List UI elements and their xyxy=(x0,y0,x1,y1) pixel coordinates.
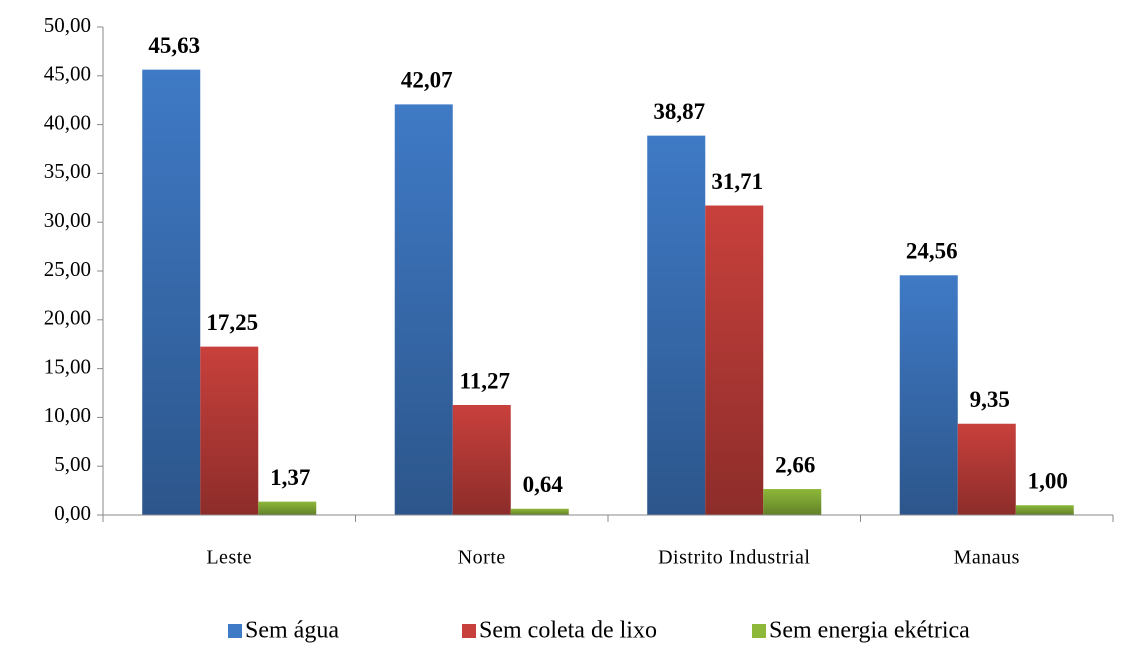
y-tick-label: 0,00 xyxy=(54,501,91,525)
legend-swatch xyxy=(752,624,766,638)
bar-shade xyxy=(258,501,317,515)
bar-shade xyxy=(1015,505,1074,515)
legend-label: Sem energia ekétrica xyxy=(769,618,970,644)
bar-shade xyxy=(899,275,958,515)
legend-swatch xyxy=(462,624,476,638)
x-tick-label: Distrito Industrial xyxy=(658,547,810,569)
value-label: 2,66 xyxy=(775,452,815,477)
y-tick-label: 25,00 xyxy=(44,257,91,281)
legend-label: Sem água xyxy=(245,618,339,644)
bar-shade xyxy=(510,508,569,515)
value-label: 24,56 xyxy=(906,239,958,264)
value-label: 0,64 xyxy=(523,472,564,497)
legend-swatch xyxy=(228,624,242,638)
x-tick-label: Leste xyxy=(206,547,252,569)
bar-shade xyxy=(452,405,511,515)
x-tick-label: Manaus xyxy=(954,547,1020,569)
y-tick-label: 5,00 xyxy=(54,452,91,476)
bar-shade xyxy=(763,489,822,515)
bar-shade xyxy=(647,135,706,516)
value-label: 9,35 xyxy=(970,387,1010,412)
bar-shade xyxy=(705,205,764,515)
value-label: 1,00 xyxy=(1028,469,1068,494)
bar-shade xyxy=(142,69,201,516)
value-label: 31,71 xyxy=(711,169,763,194)
y-tick-label: 30,00 xyxy=(44,208,91,232)
y-tick-label: 10,00 xyxy=(44,403,91,427)
value-label: 45,63 xyxy=(148,33,200,58)
value-label: 38,87 xyxy=(653,99,705,124)
bar-shade xyxy=(957,423,1016,515)
value-label: 1,37 xyxy=(270,465,310,490)
y-tick-label: 45,00 xyxy=(44,62,91,86)
legend-label: Sem coleta de lixo xyxy=(479,618,657,644)
value-label: 42,07 xyxy=(401,68,453,93)
value-label: 17,25 xyxy=(206,310,258,335)
bar-shade xyxy=(200,346,259,515)
y-tick-label: 15,00 xyxy=(44,354,91,378)
value-label: 11,27 xyxy=(460,368,510,393)
y-tick-label: 20,00 xyxy=(44,306,91,330)
y-tick-label: 35,00 xyxy=(44,159,91,183)
x-tick-label: Norte xyxy=(458,547,506,569)
y-tick-label: 40,00 xyxy=(44,110,91,134)
y-tick-label: 50,00 xyxy=(44,13,91,37)
bar-shade xyxy=(394,104,453,516)
